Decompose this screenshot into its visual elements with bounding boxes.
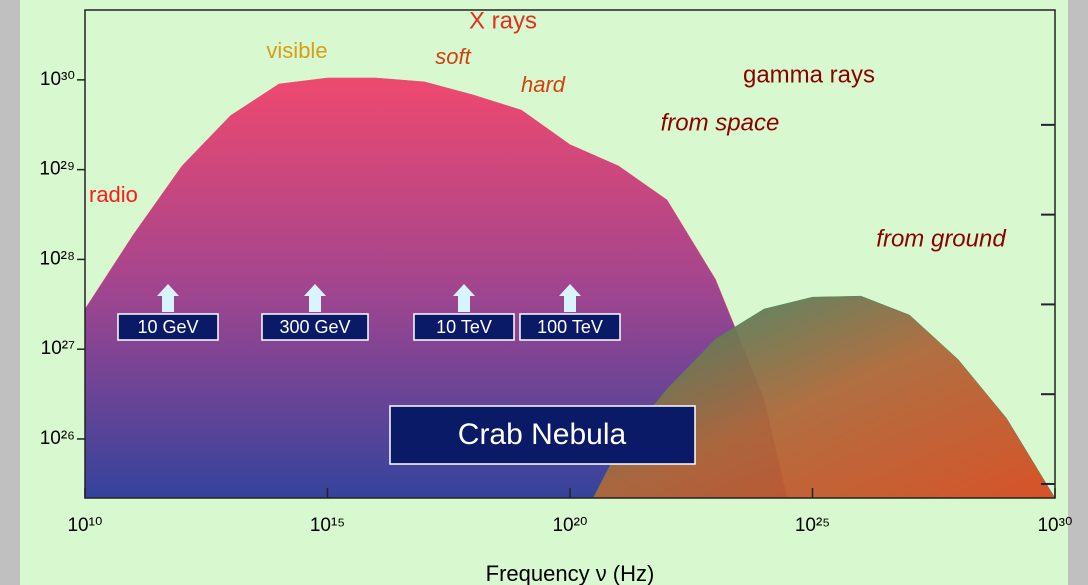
chart-label: Crab Nebula bbox=[458, 418, 627, 451]
energy-label: 10 TeV bbox=[436, 317, 492, 337]
energy-box bbox=[413, 313, 515, 341]
annotation: from ground bbox=[876, 225, 1006, 252]
arrow bbox=[453, 284, 475, 312]
energy-box bbox=[117, 313, 219, 341]
spectrum-area bbox=[592, 295, 1056, 499]
annotation: radio bbox=[89, 182, 138, 207]
arrow bbox=[157, 284, 179, 312]
spectrum-area bbox=[84, 77, 788, 499]
y-tick-label: 10³⁰ bbox=[40, 69, 75, 90]
annotation: visible bbox=[266, 38, 327, 63]
y-tick-label: 10²⁹ bbox=[39, 159, 75, 180]
x-tick-label: 10²⁰ bbox=[552, 515, 587, 536]
y-tick-label: 10²⁷ bbox=[41, 338, 75, 359]
y-tick-label: 10²⁶ bbox=[40, 428, 75, 449]
annotation: soft bbox=[435, 44, 471, 69]
label-box bbox=[389, 405, 696, 465]
arrow bbox=[559, 284, 581, 312]
y-tick-label: 10²⁸ bbox=[40, 248, 75, 269]
x-tick-label: 10¹⁵ bbox=[310, 515, 345, 536]
energy-label: 10 GeV bbox=[137, 317, 198, 337]
energy-label: 100 TeV bbox=[537, 317, 603, 337]
annotation: gamma rays bbox=[743, 61, 875, 88]
energy-box bbox=[261, 313, 369, 341]
energy-box bbox=[519, 313, 621, 341]
x-axis-label: Frequency ν (Hz) bbox=[486, 561, 655, 585]
energy-label: 300 GeV bbox=[279, 317, 350, 337]
annotation: hard bbox=[521, 72, 566, 97]
arrow bbox=[304, 284, 326, 312]
annotation: from space bbox=[661, 109, 780, 136]
x-tick-label: 10¹⁰ bbox=[67, 515, 102, 536]
x-tick-label: 10³⁰ bbox=[1037, 515, 1072, 536]
annotation: X rays bbox=[469, 7, 537, 34]
x-tick-label: 10²⁵ bbox=[795, 515, 830, 536]
